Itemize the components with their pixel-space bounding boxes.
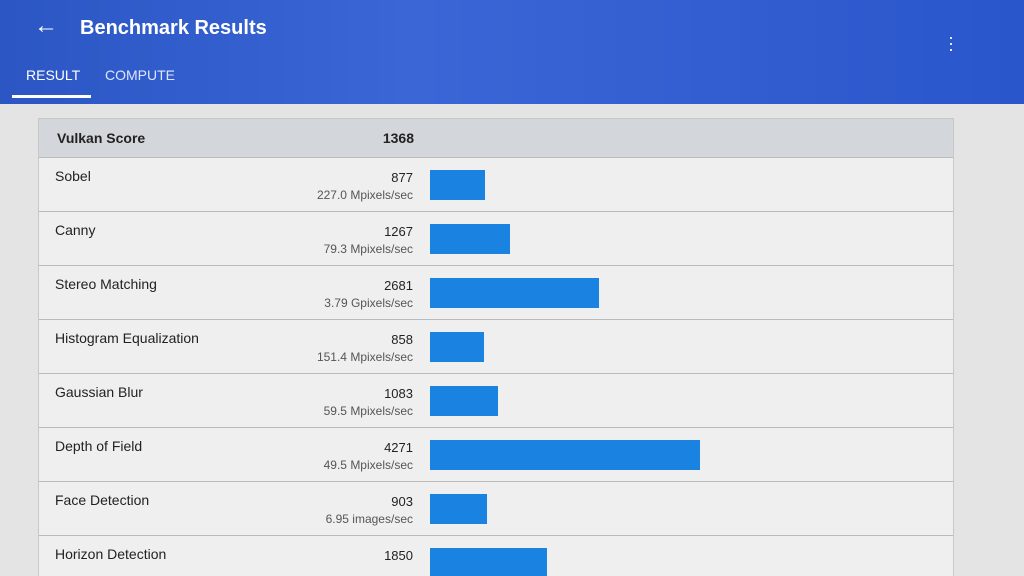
test-name: Canny — [55, 222, 96, 238]
test-name: Depth of Field — [55, 438, 143, 454]
results-card: Vulkan Score 1368 Sobel 877 227.0 Mpixels/… — [38, 118, 954, 576]
back-button[interactable]: ← — [34, 12, 58, 39]
summary-row: Vulkan Score 1368 — [39, 119, 953, 158]
result-row: Canny 1267 79.3 Mpixels/sec — [39, 212, 953, 266]
result-row: Depth of Field 4271 49.5 Mpixels/sec — [39, 428, 953, 482]
test-rate: 59.5 Mpixels/sec — [323, 404, 413, 418]
result-row: Histogram Equalization 858 151.4 Mpixels/s… — [39, 320, 953, 374]
summary-score: 1368 — [382, 130, 414, 146]
tab-result[interactable]: RESULT — [26, 67, 81, 83]
test-rate: 227.0 Mpixels/sec — [316, 188, 413, 202]
test-rate: 79.3 Mpixels/sec — [323, 242, 413, 256]
app-bar: ← Benchmark Results · · · RESULT COMPUTE — [0, 0, 1024, 104]
test-name: Horizon Detection — [55, 546, 167, 562]
tab-compute[interactable]: COMPUTE — [105, 67, 175, 83]
tab-indicator — [12, 95, 91, 98]
test-rate: 6.95 images/sec — [325, 512, 413, 526]
test-rate: 151.4 Mpixels/sec — [316, 350, 413, 364]
test-name: Histogram Equalization — [55, 330, 199, 346]
summary-label: Vulkan Score — [57, 130, 146, 146]
result-row: Face Detection 903 6.95 images/sec — [39, 482, 953, 536]
overflow-menu[interactable]: · · · — [948, 27, 954, 59]
test-name: Sobel — [55, 168, 91, 184]
score-bar — [430, 386, 499, 416]
score-bar — [430, 494, 488, 524]
test-rate: 3.79 Gpixels/sec — [324, 296, 413, 310]
screen-title: Benchmark Results — [80, 17, 267, 39]
score-bar — [430, 332, 485, 362]
test-score: 1083 — [384, 386, 413, 401]
result-row: Stereo Matching 2681 3.79 Gpixels/sec — [39, 266, 953, 320]
test-name: Face Detection — [55, 492, 150, 508]
test-score: 858 — [391, 332, 413, 347]
score-bar — [430, 224, 511, 254]
result-row: Horizon Detection 1850 — [39, 536, 953, 576]
score-bar — [430, 278, 600, 308]
result-row: Sobel 877 227.0 Mpixels/sec — [39, 158, 953, 212]
score-bar — [430, 170, 486, 200]
test-name: Stereo Matching — [55, 276, 157, 292]
test-score: 903 — [391, 494, 413, 509]
score-bar — [430, 548, 547, 576]
score-bar — [430, 440, 700, 470]
test-score: 2681 — [384, 278, 413, 293]
test-score: 877 — [391, 170, 413, 185]
result-row: Gaussian Blur 1083 59.5 Mpixels/sec — [39, 374, 953, 428]
test-score: 4271 — [384, 440, 413, 455]
test-score: 1267 — [384, 224, 413, 239]
test-rate: 49.5 Mpixels/sec — [323, 458, 413, 472]
test-name: Gaussian Blur — [55, 384, 143, 400]
test-score: 1850 — [384, 548, 413, 563]
